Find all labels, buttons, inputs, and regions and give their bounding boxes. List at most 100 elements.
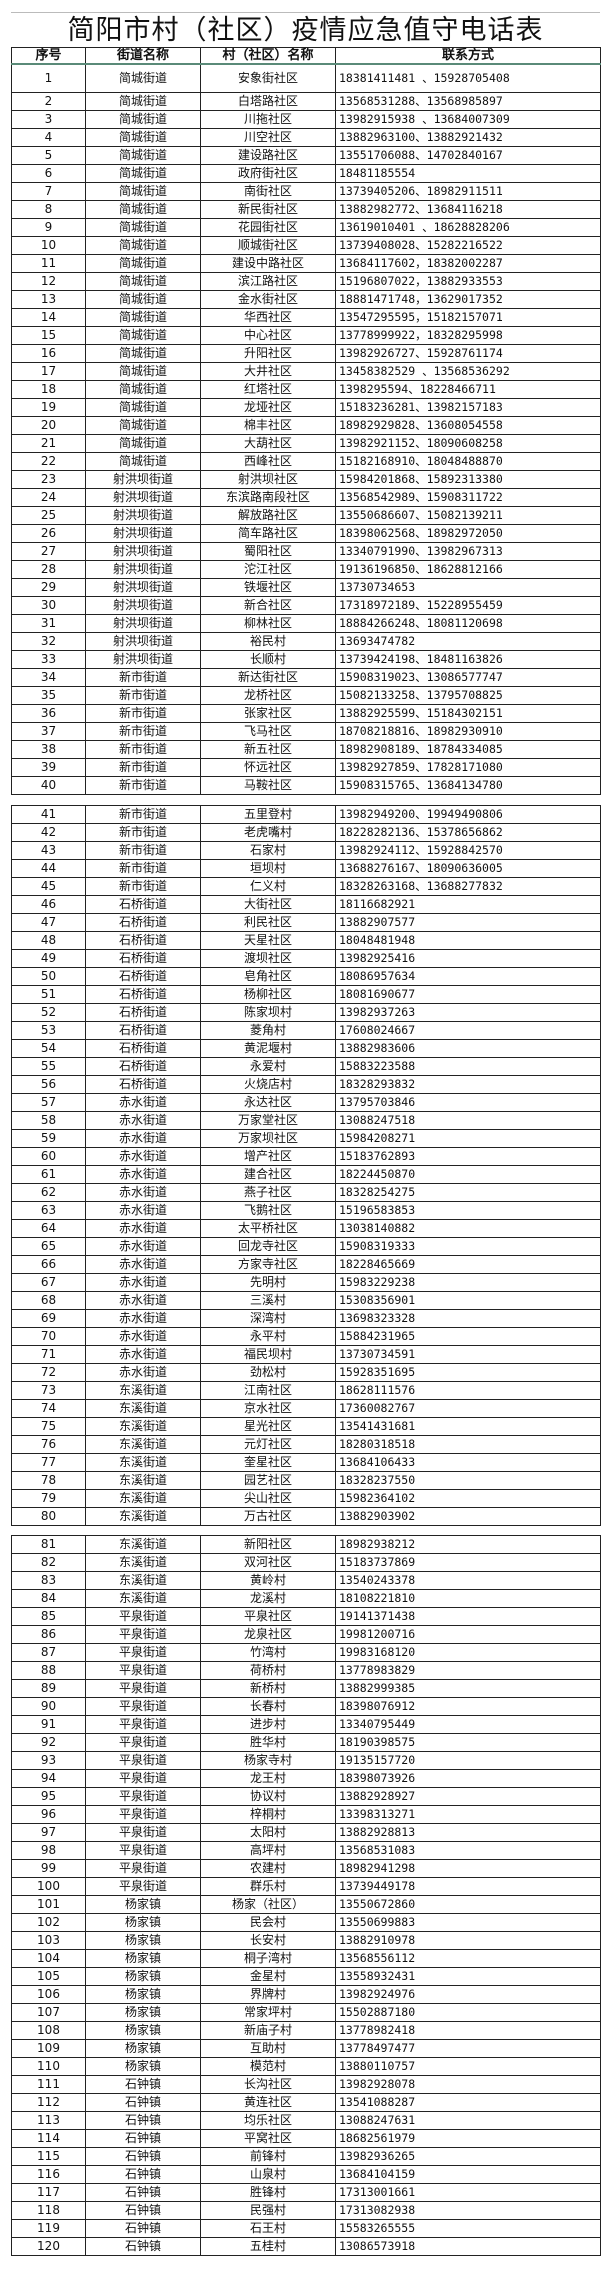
contact-phone: 13086573918 <box>335 2237 601 2256</box>
community-name: 大井社区 <box>200 362 336 381</box>
table-row: 106 杨家镇 界牌村 13982924976 <box>11 1985 601 2004</box>
table-row: 105 杨家镇 金星村 13558932431 <box>11 1967 601 1986</box>
contact-phone: 13982924112、15928842570 <box>335 841 601 860</box>
row-index: 69 <box>11 1309 86 1328</box>
row-index: 92 <box>11 1733 86 1752</box>
table-row: 70 赤水街道 永平村 15884231965 <box>11 1327 601 1346</box>
community-name: 园艺社区 <box>200 1471 336 1490</box>
community-name: 劲松村 <box>200 1363 336 1382</box>
contact-phone: 13982927859、17828171080 <box>335 758 601 777</box>
community-name: 铁堰社区 <box>200 578 336 597</box>
table-row: 6 简城街道 政府街社区 18481185554 <box>11 164 601 183</box>
community-name: 先明村 <box>200 1273 336 1292</box>
community-name: 建设路社区 <box>200 146 336 165</box>
street-name: 东溪街道 <box>85 1571 201 1590</box>
community-name: 柳林社区 <box>200 614 336 633</box>
community-name: 杨家（社区） <box>200 1895 336 1914</box>
contact-phone: 13778999922，18328295998 <box>335 326 601 345</box>
community-name: 均乐社区 <box>200 2111 336 2130</box>
community-name: 协议村 <box>200 1787 336 1806</box>
table-row: 74 东溪街道 京水社区 17360082767 <box>11 1399 601 1418</box>
table-row: 3 简城街道 川拖社区 13982915938 、13684007309 <box>11 110 601 129</box>
community-name: 新达街社区 <box>200 668 336 687</box>
street-name: 新市街道 <box>85 805 201 824</box>
row-index: 77 <box>11 1453 86 1472</box>
row-index: 15 <box>11 326 86 345</box>
street-name: 石钟镇 <box>85 2147 201 2166</box>
community-name: 政府街社区 <box>200 164 336 183</box>
community-name: 太平桥社区 <box>200 1219 336 1238</box>
row-index: 100 <box>11 1877 86 1896</box>
street-name: 赤水街道 <box>85 1183 201 1202</box>
community-name: 安象街社区 <box>200 63 336 93</box>
contact-phone: 13088247631 <box>335 2111 601 2130</box>
row-index: 90 <box>11 1697 86 1716</box>
row-index: 53 <box>11 1021 86 1040</box>
table-row: 91 平泉街道 进步村 13340795449 <box>11 1715 601 1734</box>
street-name: 平泉街道 <box>85 1643 201 1662</box>
community-name: 长沟社区 <box>200 2075 336 2094</box>
contact-phone: 17313082938 <box>335 2201 601 2220</box>
row-index: 9 <box>11 218 86 237</box>
table-row: 86 平泉街道 龙泉社区 19981200716 <box>11 1625 601 1644</box>
contact-phone: 13551706088、14702840167 <box>335 146 601 165</box>
community-name: 石王村 <box>200 2219 336 2238</box>
row-index: 76 <box>11 1435 86 1454</box>
row-index: 96 <box>11 1805 86 1824</box>
row-index: 50 <box>11 967 86 986</box>
contact-phone: 13684106433 <box>335 1453 601 1472</box>
street-name: 东溪街道 <box>85 1535 201 1554</box>
row-index: 39 <box>11 758 86 777</box>
community-name: 简车路社区 <box>200 524 336 543</box>
contact-phone: 13982937263 <box>335 1003 601 1022</box>
table-row: 81 东溪街道 新阳社区 18982938212 <box>11 1535 601 1554</box>
contact-phone: 13568542989、15908311722 <box>335 488 601 507</box>
row-index: 89 <box>11 1679 86 1698</box>
contact-phone: 13982915938 、13684007309 <box>335 110 601 129</box>
street-name: 石桥街道 <box>85 1057 201 1076</box>
community-name: 回龙寺社区 <box>200 1237 336 1256</box>
community-name: 建合社区 <box>200 1165 336 1184</box>
street-name: 平泉街道 <box>85 1805 201 1824</box>
contact-phone: 13550672860 <box>335 1895 601 1914</box>
table-row: 44 新市街道 垣坝村 13688276167、18090636005 <box>11 859 601 878</box>
community-name: 金星村 <box>200 1967 336 1986</box>
row-index: 102 <box>11 1913 86 1932</box>
table-row: 49 石桥街道 渡坝社区 13982925416 <box>11 949 601 968</box>
row-index: 95 <box>11 1787 86 1806</box>
contact-phone: 13739424198、18481163826 <box>335 650 601 669</box>
row-index: 30 <box>11 596 86 615</box>
street-name: 杨家镇 <box>85 2003 201 2022</box>
street-name: 石桥街道 <box>85 1003 201 1022</box>
community-name: 白塔路社区 <box>200 92 336 111</box>
row-index: 27 <box>11 542 86 561</box>
community-name: 农建村 <box>200 1859 336 1878</box>
community-name: 大街社区 <box>200 895 336 914</box>
row-index: 36 <box>11 704 86 723</box>
contact-phone: 13540243378 <box>335 1571 601 1590</box>
contact-phone: 18398073926 <box>335 1769 601 1788</box>
table-row: 48 石桥街道 天星社区 18048481948 <box>11 931 601 950</box>
table-row: 27 射洪坝街道 蜀阳社区 13340791990、13982967313 <box>11 542 601 561</box>
contact-phone: 13739449178 <box>335 1877 601 1896</box>
contact-phone: 13982936265 <box>335 2147 601 2166</box>
street-name: 新市街道 <box>85 841 201 860</box>
table-row: 32 射洪坝街道 裕民村 13693474782 <box>11 632 601 651</box>
street-name: 简城街道 <box>85 92 201 111</box>
table-row: 10 简城街道 顺城街社区 13739408028、15282216522 <box>11 236 601 255</box>
row-index: 63 <box>11 1201 86 1220</box>
community-name: 山泉村 <box>200 2165 336 2184</box>
table-row: 117 石钟镇 胜锋村 17313001661 <box>11 2183 601 2202</box>
table-row: 8 简城街道 新民街社区 13882982772、13684116218 <box>11 200 601 219</box>
street-name: 射洪坝街道 <box>85 470 201 489</box>
street-name: 射洪坝街道 <box>85 488 201 507</box>
row-index: 117 <box>11 2183 86 2202</box>
street-name: 赤水街道 <box>85 1291 201 1310</box>
row-index: 82 <box>11 1553 86 1572</box>
street-name: 平泉街道 <box>85 1751 201 1770</box>
table-row: 90 平泉街道 长春村 18398076912 <box>11 1697 601 1716</box>
row-index: 107 <box>11 2003 86 2022</box>
contact-phone: 13550699883 <box>335 1913 601 1932</box>
street-name: 杨家镇 <box>85 1895 201 1914</box>
community-name: 黄岭村 <box>200 1571 336 1590</box>
